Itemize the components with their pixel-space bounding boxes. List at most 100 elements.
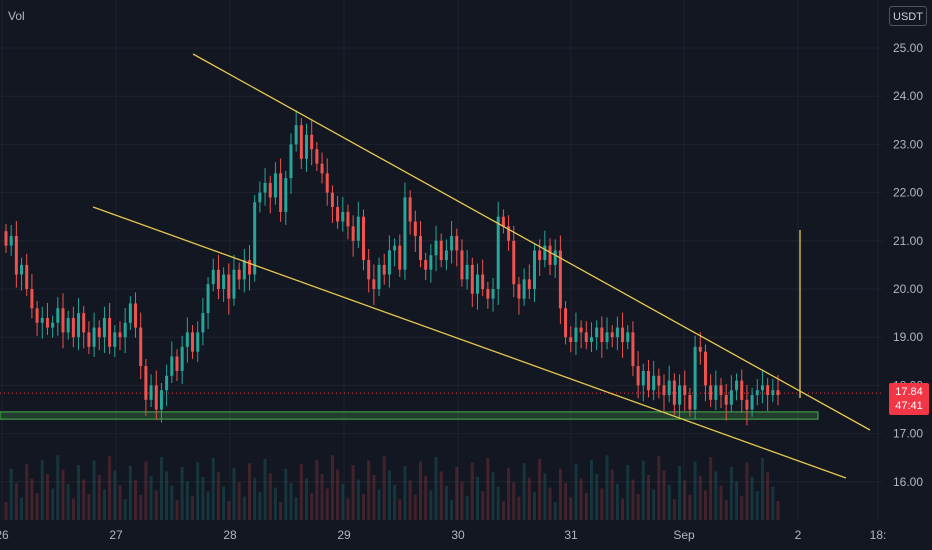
volume-bar <box>740 495 744 520</box>
candle-body <box>356 216 360 241</box>
candle-body <box>621 327 625 343</box>
volume-bar <box>450 500 454 520</box>
x-axis[interactable]: 26 27 28 29 30 31 Sep 2 18: <box>0 528 886 542</box>
candle-body <box>548 245 552 265</box>
currency-badge[interactable]: USDT <box>889 6 927 26</box>
y-tick-label: 19.00 <box>893 330 923 344</box>
candle-body <box>709 385 713 400</box>
candle-body <box>227 274 231 299</box>
volume-bar <box>232 467 236 520</box>
volume-bar <box>455 466 459 520</box>
volume-bar <box>646 475 650 520</box>
candle-body <box>527 279 531 289</box>
last-price-tag: 17.84 47:41 <box>889 383 929 415</box>
candle-body <box>56 308 60 323</box>
candle-body <box>71 317 75 338</box>
candle-body <box>496 216 500 289</box>
x-tick-label: 26 <box>0 528 9 542</box>
candle-body <box>201 313 205 333</box>
volume-bar <box>600 488 604 520</box>
candle-body <box>273 173 277 198</box>
candle-body <box>771 390 775 396</box>
candle-body <box>393 245 397 251</box>
volume-bar <box>652 489 656 520</box>
volume-bar <box>501 501 505 520</box>
candle-body <box>305 134 309 159</box>
volume-bar <box>662 470 666 520</box>
volume-bar <box>341 484 345 520</box>
y-tick-label: 17.00 <box>893 427 923 441</box>
candle-body <box>600 327 604 343</box>
upper-trendline[interactable] <box>192 53 871 431</box>
candle-body <box>336 207 340 222</box>
volume-bar <box>294 497 298 520</box>
volume-bar <box>330 455 334 520</box>
candle-body <box>470 264 474 294</box>
volume-bar <box>51 488 55 520</box>
volume-bar <box>128 466 132 520</box>
candle-body <box>14 235 18 275</box>
candle-body <box>367 260 371 280</box>
candle-body <box>216 269 220 289</box>
volume-bar <box>750 476 754 520</box>
candle-body <box>170 356 174 376</box>
candle-body <box>108 317 112 347</box>
volume-bar <box>745 462 749 520</box>
candle-body <box>294 125 298 145</box>
volume-bar <box>470 462 474 520</box>
candle-body <box>351 226 355 241</box>
candle-body <box>719 385 723 396</box>
volume-bar <box>527 477 531 520</box>
candle-body <box>248 260 252 275</box>
trendlines[interactable] <box>92 53 871 479</box>
candle-body <box>631 332 635 367</box>
candle-body <box>289 144 293 179</box>
volume-bar <box>4 502 8 520</box>
candle-body <box>703 351 707 386</box>
volume-bar <box>579 478 583 520</box>
candle-body <box>408 197 412 222</box>
candle-body <box>175 356 179 371</box>
candle-body <box>128 303 132 323</box>
candle-body <box>82 313 86 333</box>
volume-bar <box>144 461 148 520</box>
volume-bar <box>77 465 81 520</box>
volume-bar <box>398 499 402 520</box>
y-tick-label: 22.00 <box>893 186 923 200</box>
candle-body <box>543 245 547 261</box>
volume-bar <box>538 458 542 520</box>
volume-bar <box>714 471 718 520</box>
candle-body <box>185 332 189 347</box>
candle-body <box>92 327 96 347</box>
volume-bar <box>237 482 241 520</box>
volume-bar <box>102 489 106 520</box>
candle-body <box>460 250 464 280</box>
volume-bar <box>61 469 65 520</box>
volume-bar <box>636 493 640 520</box>
candle-body <box>362 216 366 261</box>
volume-bar <box>56 455 60 520</box>
candle-body <box>558 250 562 309</box>
volume-bar <box>248 463 252 520</box>
volume-bar <box>507 467 511 520</box>
x-tick-label: 30 <box>451 528 465 542</box>
volume-bar <box>766 472 770 520</box>
volume-bar <box>325 488 329 520</box>
support-zone[interactable] <box>0 411 819 420</box>
lower-trendline[interactable] <box>92 206 847 479</box>
volume-bar <box>719 485 723 520</box>
volume-bar <box>776 501 780 520</box>
candle-body <box>683 385 687 396</box>
candle-body <box>652 375 656 391</box>
candle-body <box>724 395 728 405</box>
volume-bar <box>356 479 360 520</box>
y-axis[interactable]: 16.0017.0018.0019.0020.0021.0022.0023.00… <box>893 41 923 489</box>
candle-body <box>750 395 754 410</box>
candle-body <box>40 317 44 323</box>
candle-body <box>760 385 764 391</box>
volume-bar <box>71 498 75 520</box>
candle-body <box>481 274 485 289</box>
candle-body <box>320 163 324 174</box>
candle-body <box>330 192 334 208</box>
